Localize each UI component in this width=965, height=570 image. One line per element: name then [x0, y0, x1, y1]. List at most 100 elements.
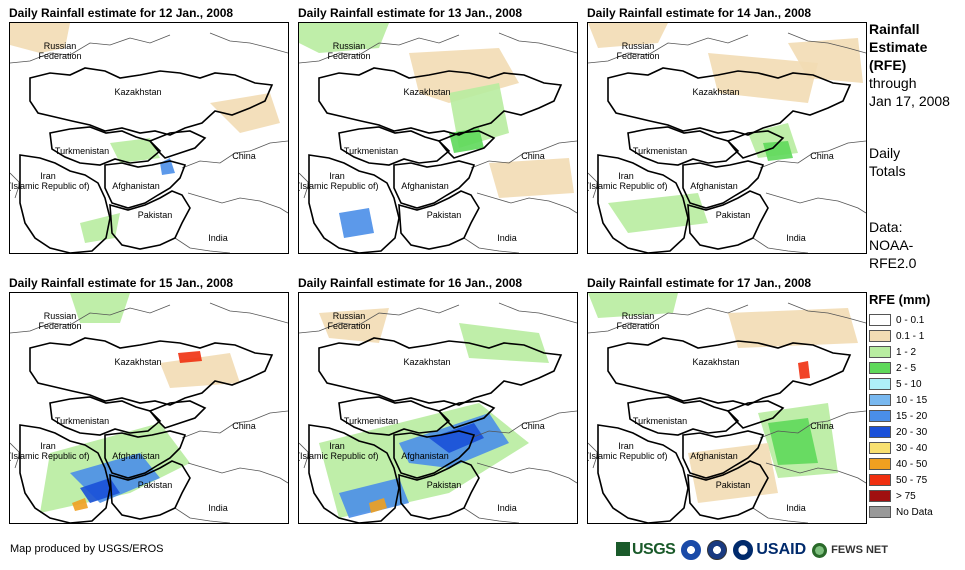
region-border — [109, 190, 191, 250]
region-border — [393, 430, 476, 479]
rainfall-area — [178, 351, 202, 363]
region-border — [338, 126, 451, 166]
region-border — [398, 190, 480, 250]
rainfall-area — [688, 443, 778, 503]
region-border — [607, 337, 852, 406]
country-label-iran: Iran (Islamic Republic of) — [587, 171, 668, 191]
country-label-india: India — [786, 233, 806, 243]
country-label-iran: Iran (Islamic Republic of) — [9, 171, 90, 191]
region-border — [308, 424, 400, 523]
map-graphic — [10, 23, 288, 253]
legend-item: 50 - 75 — [869, 472, 933, 488]
region-border — [607, 67, 852, 136]
region-border — [437, 130, 496, 159]
rainfall-area — [768, 418, 818, 465]
rainfall-area — [10, 23, 70, 53]
country-border-line — [759, 140, 866, 169]
rainfall-area — [72, 498, 88, 511]
legend-swatch — [869, 362, 891, 374]
rainfall-map: Russian Federation Kazakhstan Turkmenistan… — [587, 292, 867, 524]
map-graphic — [299, 23, 577, 253]
country-border-line — [498, 32, 577, 54]
region-border — [726, 130, 785, 159]
region-border — [627, 396, 740, 436]
rainfall-area — [763, 141, 793, 161]
rainfall-area — [588, 23, 668, 48]
region-border — [19, 424, 111, 523]
region-border — [437, 400, 496, 429]
country-label-india: India — [497, 503, 517, 513]
country-border-line — [787, 302, 866, 324]
rainfall-area — [588, 293, 678, 318]
region-border — [393, 160, 476, 209]
region-border — [687, 190, 769, 250]
legend-swatch — [869, 474, 891, 486]
country-border-line — [174, 507, 231, 523]
region-border — [49, 126, 162, 166]
country-label-kazakhstan: Kazakhstan — [403, 87, 451, 97]
legend-label: 0 - 0.1 — [896, 314, 925, 326]
region-border — [318, 337, 563, 406]
panel-title: Daily Rainfall estimate for 14 Jan., 200… — [587, 6, 812, 20]
region-border — [627, 126, 740, 166]
legend-title: RFE (mm) — [869, 292, 931, 307]
noaa-logo — [681, 540, 702, 560]
country-border-line — [476, 192, 577, 214]
country-label-india: India — [208, 233, 228, 243]
rainfall-area — [489, 158, 574, 198]
country-label-kazakhstan: Kazakhstan — [403, 357, 451, 367]
region-border — [19, 154, 111, 253]
country-border-line — [498, 302, 577, 324]
country-label-kazakhstan: Kazakhstan — [114, 87, 162, 97]
rainfall-area — [110, 138, 160, 163]
country-label-china: China — [521, 151, 545, 161]
legend-label: 20 - 30 — [896, 426, 928, 438]
legend-label: 2 - 5 — [896, 362, 917, 374]
country-border-line — [765, 192, 866, 214]
sidebar-data-source: Data: NOAA- RFE2.0 — [869, 219, 917, 271]
region-border — [597, 424, 689, 523]
country-label-india: India — [497, 233, 517, 243]
country-label-china: China — [232, 151, 256, 161]
region-border — [682, 160, 765, 209]
region-border — [308, 154, 400, 253]
usaid-logo: USAID — [756, 541, 807, 558]
panel-title: Daily Rainfall estimate for 15 Jan., 200… — [9, 276, 234, 290]
country-label-pakistan: Pakistan — [715, 480, 751, 490]
region-border — [597, 154, 689, 253]
map-graphic — [10, 293, 288, 523]
rainfall-area — [608, 193, 708, 233]
legend-label: 30 - 40 — [896, 442, 928, 454]
rainfall-area — [429, 423, 484, 453]
panel-title: Daily Rainfall estimate for 12 Jan., 200… — [9, 6, 234, 20]
country-label-russia: Russian Federation — [616, 311, 660, 331]
legend-label: 15 - 20 — [896, 410, 928, 422]
region-border — [148, 400, 207, 429]
legend-item: 20 - 30 — [869, 424, 933, 440]
rainfall-area — [339, 478, 409, 518]
country-label-turkmenistan: Turkmenistan — [343, 146, 399, 156]
country-label-turkmenistan: Turkmenistan — [54, 416, 110, 426]
country-label-iran: Iran (Islamic Republic of) — [298, 441, 379, 461]
legend-item: 0.1 - 1 — [869, 328, 933, 344]
legend-item: 10 - 15 — [869, 392, 933, 408]
legend: 0 - 0.1 0.1 - 1 1 - 2 2 - 5 5 - 10 10 - 15 15 … — [869, 312, 933, 520]
country-label-afghanistan: Afghanistan — [112, 181, 160, 191]
legend-swatch — [869, 314, 891, 326]
legend-label: > 75 — [896, 490, 916, 502]
country-border-line — [787, 32, 866, 54]
rainfall-map: Russian Federation Kazakhstan Turkmenistan… — [298, 22, 578, 254]
legend-swatch — [869, 410, 891, 422]
country-label-india: India — [208, 503, 228, 513]
usaid-seal-icon — [733, 540, 754, 560]
legend-label: 5 - 10 — [896, 378, 922, 390]
country-border-line — [209, 302, 288, 324]
country-label-afghanistan: Afghanistan — [401, 451, 449, 461]
rainfall-area — [788, 38, 863, 83]
country-border-line — [463, 507, 520, 523]
country-border-line — [174, 237, 231, 253]
country-border-line — [470, 410, 577, 439]
country-border-line — [752, 237, 809, 253]
map-graphic — [299, 302, 577, 523]
rainfall-area — [798, 361, 810, 379]
